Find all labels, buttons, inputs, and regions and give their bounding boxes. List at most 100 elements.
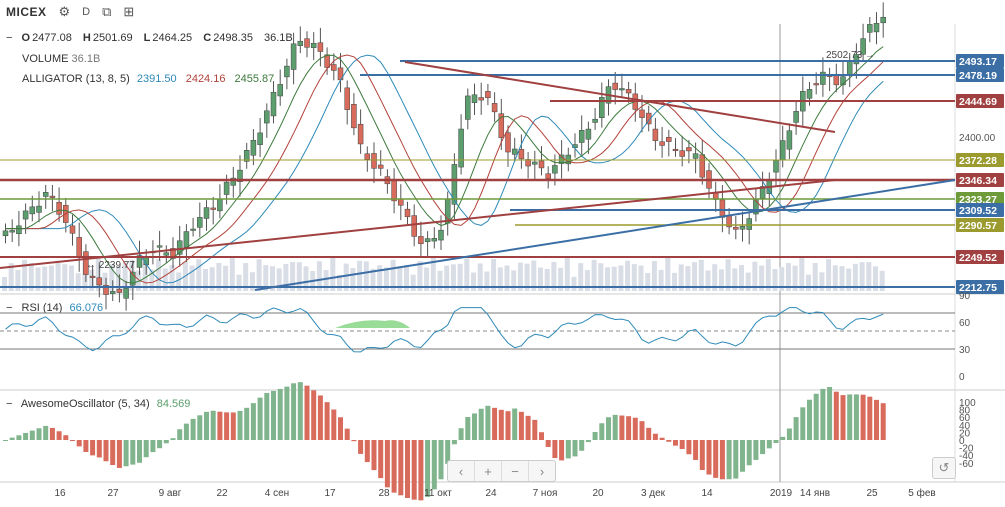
ao-bar (123, 440, 129, 467)
y-tick-label: 2400.00 (959, 133, 996, 144)
volume-bar (584, 270, 590, 291)
volume-bar (698, 259, 704, 291)
candle (170, 248, 176, 259)
ao-bar (827, 387, 833, 440)
zoom-in-button[interactable]: + (475, 461, 502, 481)
volume-bar (15, 269, 21, 291)
ao-bar (518, 411, 524, 440)
collapse-icon[interactable]: − (6, 32, 13, 44)
ohlc-open: 2477.08 (32, 32, 72, 44)
volume-bar (69, 265, 74, 291)
rsi-tick-label: 60 (959, 318, 971, 329)
candle (217, 198, 223, 212)
ao-bar (418, 440, 424, 501)
volume-bar (89, 269, 95, 291)
candle (692, 153, 699, 159)
x-tick-label: 5 фев (908, 487, 935, 499)
candle (498, 113, 505, 138)
candle (806, 89, 813, 99)
gear-icon[interactable]: ⚙ (58, 4, 71, 19)
ao-bar (820, 388, 826, 440)
volume-bar (410, 274, 416, 291)
volume-bar (417, 261, 423, 291)
ao-tick-label: 80 (959, 406, 971, 417)
ao-bar (552, 440, 558, 459)
alligator-lips: 2455.87 (234, 73, 275, 85)
ao-legend[interactable]: − AwesomeOscillator (5, 34) 84.569 (6, 398, 190, 410)
candle (109, 291, 116, 294)
alligator-label: ALLIGATOR (13, 8, 5) (22, 73, 130, 85)
ao-bar (110, 440, 116, 466)
ao-bars (3, 382, 886, 501)
candle (739, 226, 746, 230)
ao-bar (183, 423, 189, 440)
volume-bar (591, 259, 597, 291)
price-level-tag (956, 94, 1004, 108)
ao-bar (592, 432, 598, 440)
scroll-forward-button[interactable]: › (539, 463, 545, 479)
rsi-collapse-icon[interactable]: − (6, 302, 13, 314)
ao-bar (606, 417, 611, 440)
candle (458, 128, 464, 168)
price-level-label: 2444.69 (959, 96, 997, 108)
candle (659, 141, 665, 146)
candle (465, 95, 471, 120)
ao-tick-label: 20 (959, 428, 971, 439)
ao-bar (505, 411, 511, 440)
ao-bar (793, 417, 799, 440)
ao-bar (445, 440, 451, 464)
price-level-tag (956, 54, 1004, 68)
symbol-label[interactable]: MICEX (6, 5, 47, 19)
candle (398, 198, 404, 206)
candle (42, 192, 49, 197)
ao-bar (250, 403, 256, 440)
volume-bar (826, 259, 832, 291)
price-level-tag (956, 218, 1004, 232)
candle (424, 238, 431, 243)
indicators-icon[interactable]: ⊞ (123, 4, 135, 19)
price-level-tag (956, 280, 1004, 294)
ao-bar (565, 440, 571, 459)
ao-bar (451, 440, 457, 445)
ao-bar (840, 395, 846, 440)
price-level-tag (956, 68, 1004, 82)
ao-bar (766, 440, 772, 449)
ao-bar (472, 413, 477, 440)
ao-bar (800, 407, 806, 440)
volume-bar (169, 265, 175, 291)
price-level-label: 2493.17 (959, 56, 997, 68)
candle (846, 60, 853, 75)
x-tick-label: 24 (485, 488, 497, 499)
alligator-legend[interactable]: ALLIGATOR (13, 8, 5) 2391.50 2424.16 245… (22, 73, 274, 85)
candle (56, 202, 62, 215)
x-tick-label: 16 (54, 488, 66, 499)
trendline-up-blue (254, 179, 956, 291)
candle (471, 94, 478, 103)
rsi-value: 66.076 (69, 302, 104, 314)
volume-bar (705, 270, 711, 291)
volume-legend[interactable]: VOLUME 36.1B (22, 53, 100, 65)
reset-chart-button[interactable]: ↺ (932, 457, 956, 479)
candle (163, 252, 170, 256)
scroll-back-button[interactable]: ‹ (448, 461, 475, 481)
rsi-overbought-fill (335, 320, 410, 328)
alligator-lips-line (5, 46, 884, 284)
compare-icon[interactable]: ⧉ (102, 4, 112, 19)
ao-bar (599, 423, 605, 440)
zoom-out-button[interactable]: − (502, 461, 529, 481)
volume-bar (678, 264, 684, 291)
ao-bar (485, 405, 491, 440)
volume-bar (243, 263, 249, 291)
ao-bar (585, 440, 591, 443)
candle (833, 74, 840, 86)
interval-selector[interactable]: D (82, 6, 91, 18)
volume-bar (444, 265, 450, 291)
rsi-legend[interactable]: − RSI (14) 66.076 (6, 302, 103, 314)
ao-collapse-icon[interactable]: − (6, 398, 13, 410)
ao-bar (478, 408, 484, 440)
volume-bar (759, 265, 765, 291)
candle (197, 217, 203, 228)
ao-bar (773, 440, 779, 444)
volume-bar (424, 267, 430, 291)
